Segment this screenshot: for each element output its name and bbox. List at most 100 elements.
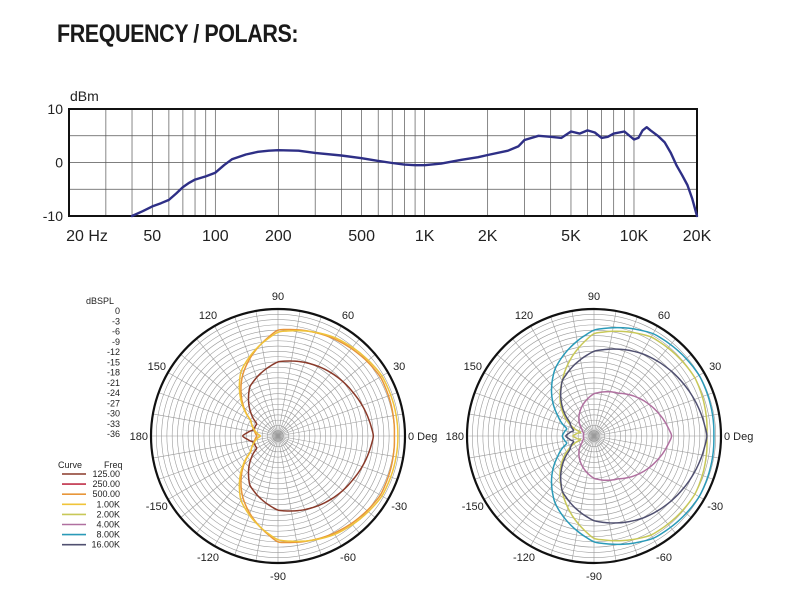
angle-label: -150 bbox=[462, 501, 484, 513]
polar-grid-spoke bbox=[468, 435, 595, 459]
polar-grid-spoke bbox=[277, 435, 404, 459]
polar-grid-spoke bbox=[550, 316, 595, 437]
legend-label: 1.00K bbox=[96, 499, 120, 509]
polar-grid-spoke bbox=[196, 338, 279, 437]
polar-grid-spoke bbox=[512, 435, 595, 534]
legend-label: 500.00 bbox=[92, 489, 120, 499]
polar-grid-spoke bbox=[180, 435, 279, 518]
polar-grid-spoke bbox=[593, 392, 714, 437]
angle-label: 60 bbox=[342, 310, 354, 322]
polar-grid-spoke bbox=[593, 435, 638, 556]
legend-label: 8.00K bbox=[96, 530, 120, 540]
frequency-response-line bbox=[130, 126, 699, 218]
polar-series-1.00K bbox=[238, 329, 399, 543]
polar-grid-spoke bbox=[180, 354, 279, 437]
polar-series-500.00 bbox=[240, 328, 396, 544]
radial-tick-label: -36 bbox=[107, 429, 120, 439]
polar-grid-spoke bbox=[167, 435, 279, 500]
x-tick-label: 100 bbox=[202, 228, 229, 245]
polar-series-125.00 bbox=[241, 360, 375, 512]
polar-grid-spoke bbox=[196, 435, 279, 534]
polar-grid-spoke bbox=[277, 435, 376, 518]
polar-grid-spoke bbox=[158, 392, 279, 437]
polar-grid-spoke bbox=[214, 435, 279, 547]
angle-label: -120 bbox=[197, 552, 219, 564]
polar-grid-spoke bbox=[593, 435, 720, 459]
angle-label: 180 bbox=[130, 431, 148, 443]
polar-grid-spoke bbox=[277, 325, 342, 437]
polar-series-4.00K bbox=[578, 390, 673, 482]
angle-label: 150 bbox=[148, 361, 166, 373]
plot-frame bbox=[68, 108, 698, 217]
polar-grid-spoke bbox=[593, 325, 658, 437]
x-tick-label: 5K bbox=[561, 228, 581, 245]
radial-axis-label: dBSPL bbox=[86, 296, 114, 306]
polar-grid-spoke bbox=[277, 435, 322, 556]
angle-label: 120 bbox=[199, 310, 217, 322]
polar-grid-spoke bbox=[593, 413, 720, 437]
polar-series-8.00K bbox=[550, 326, 715, 546]
angle-label: 90 bbox=[588, 291, 600, 303]
legend-label: 125.00 bbox=[92, 469, 120, 479]
page-title: FREQUENCY / POLARS: bbox=[57, 20, 299, 48]
polar-outer-ring bbox=[465, 307, 723, 565]
x-tick-label: 2K bbox=[478, 228, 498, 245]
y-tick-label: -10 bbox=[43, 208, 63, 224]
x-tick-label: 200 bbox=[265, 228, 292, 245]
polar-grid-spoke bbox=[496, 435, 595, 518]
polar-grid-spoke bbox=[593, 435, 676, 534]
angle-label: 180 bbox=[446, 431, 464, 443]
angle-label: 30 bbox=[709, 361, 721, 373]
polar-grid-spoke bbox=[277, 413, 404, 437]
angle-label: -60 bbox=[340, 552, 356, 564]
polar-grid-spoke bbox=[593, 435, 714, 480]
polar-grid-spoke bbox=[483, 435, 595, 500]
radial-tick-label: -30 bbox=[107, 409, 120, 419]
polar-grid-spoke bbox=[571, 310, 595, 437]
angle-label: -90 bbox=[270, 571, 286, 583]
polar-chart-left: 0 Deg 30 60 90 120 150 180 -150 -120 -90 -60 -30 bbox=[130, 291, 438, 583]
polar-grid-spoke bbox=[593, 338, 676, 437]
legend-header-freq: Freq bbox=[104, 460, 123, 470]
angle-label: -90 bbox=[586, 571, 602, 583]
polar-outer-ring bbox=[149, 307, 407, 565]
polar-grid-spoke bbox=[277, 435, 360, 534]
polar-grid-spoke bbox=[593, 316, 638, 437]
polar-grid-spoke bbox=[593, 435, 692, 518]
polar-grid-spoke bbox=[277, 435, 398, 480]
polar-grid-spoke bbox=[277, 316, 322, 437]
legend-header-curve: Curve bbox=[58, 460, 82, 470]
polar-grid-spoke bbox=[277, 372, 389, 437]
radial-tick-label: -15 bbox=[107, 357, 120, 367]
angle-label: -60 bbox=[656, 552, 672, 564]
y-axis-label: dBm bbox=[70, 88, 99, 104]
polar-grid-spoke bbox=[277, 435, 342, 547]
angle-label: 0 Deg bbox=[408, 431, 437, 443]
y-tick-label: 0 bbox=[55, 155, 63, 171]
x-tick-label: 20K bbox=[683, 228, 712, 245]
polar-grid-spoke bbox=[496, 354, 595, 437]
polar-grid-spoke bbox=[593, 435, 658, 547]
legend-label: 250.00 bbox=[92, 479, 120, 489]
radial-tick-label: -9 bbox=[112, 337, 120, 347]
angle-label: 120 bbox=[515, 310, 533, 322]
polar-grid-spoke bbox=[158, 435, 279, 480]
polar-chart-right: 0 Deg 30 60 90 120 150 180 -150 -120 -90 -60 -30 bbox=[446, 291, 754, 583]
y-tick-label: 10 bbox=[47, 101, 63, 117]
x-tick-label: 1K bbox=[415, 228, 435, 245]
polar-grid-spoke bbox=[255, 435, 279, 562]
angle-label: 150 bbox=[464, 361, 482, 373]
legend-label: 4.00K bbox=[96, 520, 120, 530]
angle-label: -120 bbox=[513, 552, 535, 564]
angle-label: 30 bbox=[393, 361, 405, 373]
polar-grid-spoke bbox=[468, 413, 595, 437]
radial-tick-label: 0 bbox=[115, 306, 120, 316]
polar-grid-spoke bbox=[234, 316, 279, 437]
polar-grid-spoke bbox=[277, 435, 389, 500]
radial-tick-label: -21 bbox=[107, 378, 120, 388]
angle-label: -150 bbox=[146, 501, 168, 513]
legend-label: 2.00K bbox=[96, 509, 120, 519]
radial-tick-label: -3 bbox=[112, 316, 120, 326]
